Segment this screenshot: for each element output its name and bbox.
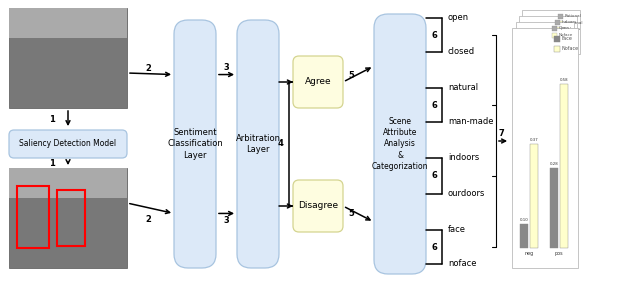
Text: 0.10: 0.10 bbox=[520, 218, 529, 222]
Text: Outdoors: Outdoors bbox=[562, 27, 581, 31]
Text: 3: 3 bbox=[223, 216, 229, 225]
Bar bbox=[9, 8, 127, 38]
FancyBboxPatch shape bbox=[293, 180, 343, 232]
Bar bbox=[560, 84, 568, 248]
Text: Agree: Agree bbox=[305, 77, 332, 86]
FancyBboxPatch shape bbox=[9, 130, 127, 158]
Bar bbox=[555, 20, 560, 25]
Text: Rational: Rational bbox=[565, 14, 582, 18]
Bar bbox=[17, 186, 49, 248]
Text: 6: 6 bbox=[431, 101, 437, 109]
Bar bbox=[562, 26, 572, 50]
Bar bbox=[516, 22, 574, 66]
Bar bbox=[554, 36, 560, 42]
Text: Noface: Noface bbox=[559, 33, 573, 37]
Bar bbox=[57, 190, 85, 246]
Bar bbox=[552, 26, 557, 31]
Text: noface: noface bbox=[448, 259, 477, 268]
Bar bbox=[9, 8, 127, 108]
Text: 0.28: 0.28 bbox=[550, 162, 558, 166]
Text: indoors: indoors bbox=[448, 154, 479, 162]
FancyBboxPatch shape bbox=[293, 56, 343, 108]
Text: 2: 2 bbox=[145, 215, 152, 224]
Text: Arbitration
Layer: Arbitration Layer bbox=[236, 134, 280, 154]
Bar bbox=[558, 14, 563, 19]
Text: Sentiment
Classification
Layer: Sentiment Classification Layer bbox=[167, 128, 223, 160]
Text: Irrational: Irrational bbox=[565, 21, 584, 25]
Bar bbox=[559, 32, 569, 56]
Text: neg: neg bbox=[524, 251, 534, 257]
Text: 2: 2 bbox=[145, 64, 152, 73]
Text: Disagree: Disagree bbox=[298, 202, 338, 211]
FancyBboxPatch shape bbox=[237, 20, 279, 268]
Text: open: open bbox=[448, 14, 469, 22]
Bar bbox=[556, 38, 566, 62]
Bar bbox=[519, 16, 577, 60]
Text: Noface: Noface bbox=[562, 46, 579, 52]
Bar bbox=[9, 168, 127, 198]
Bar bbox=[512, 28, 578, 268]
Bar bbox=[522, 10, 580, 54]
Text: Scene
Attribute
Analysis
&
Categorization: Scene Attribute Analysis & Categorizatio… bbox=[372, 117, 428, 171]
Text: 5: 5 bbox=[348, 209, 354, 217]
Text: closed: closed bbox=[448, 48, 475, 56]
Text: 6: 6 bbox=[431, 171, 437, 181]
Text: 5: 5 bbox=[348, 71, 354, 79]
Text: ourdoors: ourdoors bbox=[448, 190, 485, 198]
Bar bbox=[558, 21, 563, 26]
Text: 6: 6 bbox=[431, 31, 437, 39]
Text: 3: 3 bbox=[223, 63, 229, 72]
Text: natural: natural bbox=[448, 84, 478, 92]
FancyBboxPatch shape bbox=[374, 14, 426, 274]
Bar bbox=[530, 144, 538, 248]
Text: Indoors: Indoors bbox=[562, 20, 577, 24]
Bar bbox=[550, 168, 558, 248]
Text: 0.37: 0.37 bbox=[530, 138, 538, 142]
Text: Open: Open bbox=[559, 26, 570, 30]
Text: face: face bbox=[448, 226, 466, 234]
Text: 0.58: 0.58 bbox=[560, 78, 568, 82]
Bar bbox=[520, 224, 528, 248]
Text: 4: 4 bbox=[278, 139, 284, 149]
Text: 6: 6 bbox=[431, 242, 437, 251]
Text: 1: 1 bbox=[49, 158, 55, 168]
Text: Saliency Detection Model: Saliency Detection Model bbox=[19, 139, 116, 149]
Bar bbox=[554, 46, 560, 52]
Text: man-made: man-made bbox=[448, 118, 493, 126]
Text: Face: Face bbox=[562, 37, 573, 41]
Text: 7: 7 bbox=[498, 128, 504, 137]
Text: pos: pos bbox=[555, 251, 563, 257]
Bar bbox=[555, 27, 560, 32]
FancyBboxPatch shape bbox=[174, 20, 216, 268]
Bar bbox=[9, 168, 127, 268]
Text: 1: 1 bbox=[49, 115, 55, 124]
Bar bbox=[552, 33, 557, 38]
